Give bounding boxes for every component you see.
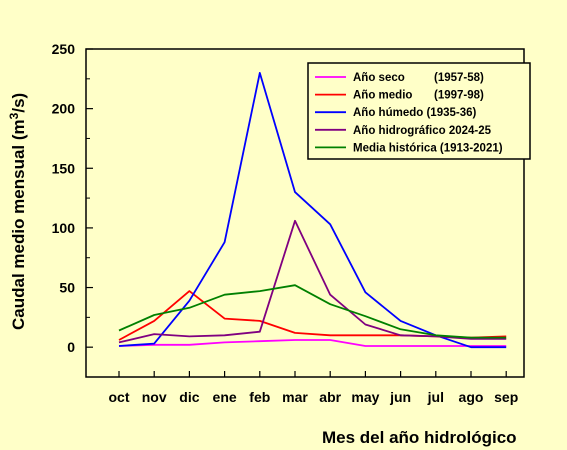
- y-tick-label: 250: [52, 41, 76, 57]
- x-axis: oct nov dic ene feb mar abr may jun jul ago sep: [109, 371, 518, 405]
- legend-box: [307, 62, 531, 160]
- legend-period: (1997-98): [434, 90, 484, 102]
- x-tick-label: dic: [179, 389, 199, 405]
- x-tick-label: jul: [427, 389, 444, 405]
- y-tick-label: 150: [52, 160, 76, 176]
- x-tick-label: may: [351, 389, 379, 405]
- x-tick-label: ago: [459, 389, 484, 405]
- legend-label: Año medio: [353, 90, 412, 102]
- x-tick-label: sep: [494, 389, 518, 405]
- x-tick-label: nov: [142, 389, 167, 405]
- y-tick-label: 50: [59, 280, 75, 296]
- series-line: [118, 219, 507, 344]
- y-tick-label: 0: [67, 339, 75, 355]
- legend-period: (1957-58): [434, 72, 484, 84]
- y-tick-label: 100: [52, 220, 76, 236]
- x-tick-label: oct: [109, 389, 130, 405]
- y-axis-title: Caudal medio mensual (m3/s): [7, 93, 28, 330]
- x-tick-label: mar: [282, 389, 308, 405]
- legend-label: Año seco: [353, 72, 405, 84]
- y-tick-label: 200: [52, 101, 76, 117]
- legend: Año seco (1957-58) Año medio (1997-98) Año h…: [307, 62, 531, 160]
- legend-label: Año húmedo (1935-36): [353, 107, 476, 119]
- legend-label: Media histórica (1913-2021): [353, 142, 503, 154]
- x-axis-title: Mes del año hidrológico: [322, 428, 517, 447]
- x-tick-label: abr: [319, 389, 341, 405]
- x-tick-label: ene: [213, 389, 237, 405]
- x-tick-label: jun: [389, 389, 411, 405]
- series-line: [118, 339, 507, 347]
- y-axis: 0 50 100 150 200 250: [52, 41, 93, 378]
- legend-label: Año hidrográfico 2024-25: [353, 125, 492, 137]
- series-lines: [118, 72, 507, 349]
- x-tick-label: feb: [249, 389, 270, 405]
- series-line: [118, 284, 507, 339]
